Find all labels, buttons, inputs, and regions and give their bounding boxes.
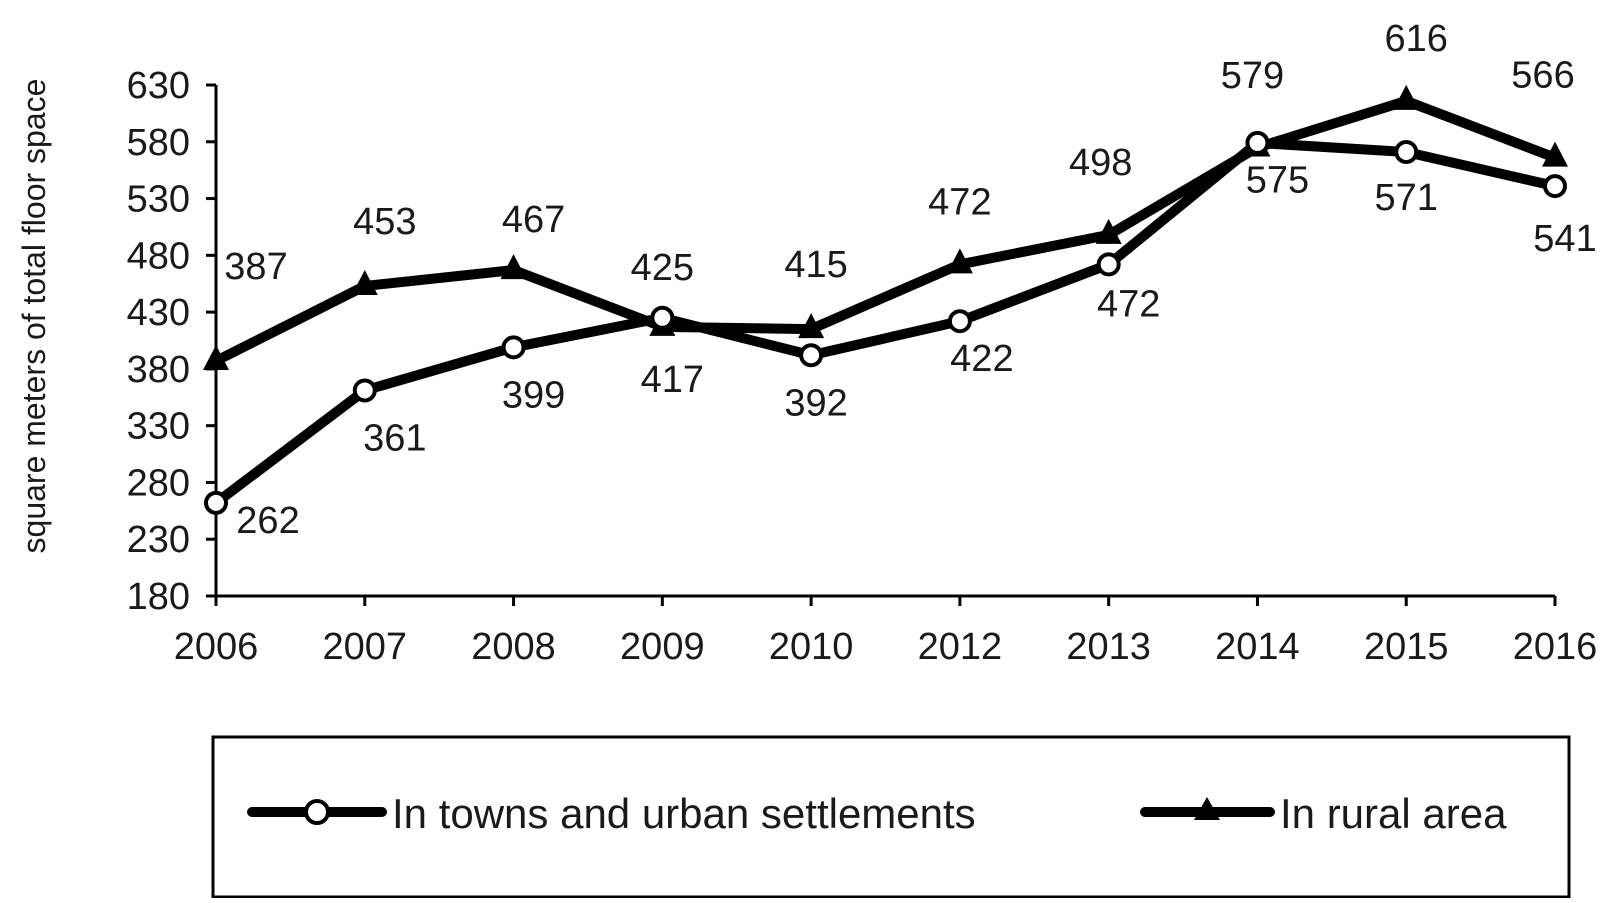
data-label-urban: 422 xyxy=(950,338,1013,380)
x-tick-label: 2010 xyxy=(769,626,854,668)
urban-point xyxy=(1543,174,1567,199)
series-layer xyxy=(203,84,1568,515)
data-label-urban: 571 xyxy=(1375,177,1438,219)
rural-point xyxy=(798,313,825,339)
data-label-urban: 361 xyxy=(363,417,426,459)
x-tick-label: 2006 xyxy=(174,626,259,668)
x-tick-label: 2012 xyxy=(918,626,1003,668)
legend-label-urban: In towns and urban settlements xyxy=(392,790,976,837)
data-label-urban: 579 xyxy=(1221,55,1284,97)
x-tick-label: 2007 xyxy=(323,626,408,668)
rural-point xyxy=(1095,218,1122,244)
rural-point xyxy=(946,248,973,274)
data-label-rural: 498 xyxy=(1069,142,1132,184)
data-label-rural: 415 xyxy=(784,244,847,286)
legend-item-rural: In rural area xyxy=(1140,790,1507,837)
y-tick-label: 580 xyxy=(127,122,190,164)
urban-point xyxy=(799,343,824,368)
data-label-urban: 472 xyxy=(1097,283,1160,325)
data-label-rural: 417 xyxy=(641,359,704,401)
urban-point xyxy=(352,378,377,403)
series-line-rural xyxy=(211,95,1560,366)
x-tick-label: 2014 xyxy=(1215,626,1300,668)
y-tick-label: 430 xyxy=(127,292,190,334)
data-label-rural: 387 xyxy=(224,246,287,288)
y-tick-label: 530 xyxy=(127,179,190,221)
open-circle-icon xyxy=(304,799,330,825)
y-tick-label: 380 xyxy=(127,349,190,391)
x-tick-label: 2009 xyxy=(620,626,705,668)
y-tick-label: 230 xyxy=(127,519,190,561)
rural-point xyxy=(500,254,527,280)
data-label-urban: 392 xyxy=(784,382,847,424)
urban-point xyxy=(1245,130,1270,155)
legend-label-rural: In rural area xyxy=(1280,790,1507,837)
data-label-rural: 575 xyxy=(1246,159,1309,201)
urban-point xyxy=(1394,139,1419,164)
rural-point xyxy=(1393,84,1420,110)
rural-point xyxy=(351,269,378,295)
rural-point xyxy=(1542,141,1568,167)
x-tick-label: 2008 xyxy=(471,626,556,668)
urban-point xyxy=(947,309,972,334)
x-tick-label: 2016 xyxy=(1513,626,1598,668)
data-label-rural: 453 xyxy=(353,201,416,243)
y-tick-label: 180 xyxy=(127,576,190,618)
data-label-urban: 425 xyxy=(631,247,694,289)
data-label-urban: 399 xyxy=(502,374,565,416)
legend: In towns and urban settlements In rural … xyxy=(211,735,1571,899)
y-tick-label: 480 xyxy=(127,235,190,277)
rural-point xyxy=(203,344,229,370)
data-label-urban: 541 xyxy=(1533,218,1596,260)
data-label-rural: 472 xyxy=(928,181,991,223)
urban-point xyxy=(1096,252,1121,277)
data-labels: 262 361 399 425 392 422 472 579 571 541 387 453 467 4… xyxy=(224,18,1596,542)
y-tick-label: 280 xyxy=(127,462,190,504)
x-tick-label: 2015 xyxy=(1364,626,1449,668)
legend-item-urban: In towns and urban settlements xyxy=(247,790,976,837)
x-tick-label: 2013 xyxy=(1066,626,1151,668)
data-label-rural: 467 xyxy=(502,199,565,241)
filled-triangle-icon xyxy=(1194,797,1220,820)
y-axis-title: square meters of total floor space xyxy=(16,79,52,554)
y-tick-label: 630 xyxy=(127,65,190,107)
series-line-urban xyxy=(211,137,1560,508)
urban-point xyxy=(650,305,675,330)
urban-point xyxy=(501,335,526,360)
urban-point xyxy=(204,490,228,515)
y-tick-label: 330 xyxy=(127,406,190,448)
axes: 180 230 280 330 380 430 480 530 580 630 2006 2007 20… xyxy=(127,65,1598,668)
data-label-rural: 616 xyxy=(1385,18,1448,60)
data-label-rural: 566 xyxy=(1511,55,1574,97)
data-label-urban: 262 xyxy=(236,500,299,542)
legend-box xyxy=(211,735,1571,899)
